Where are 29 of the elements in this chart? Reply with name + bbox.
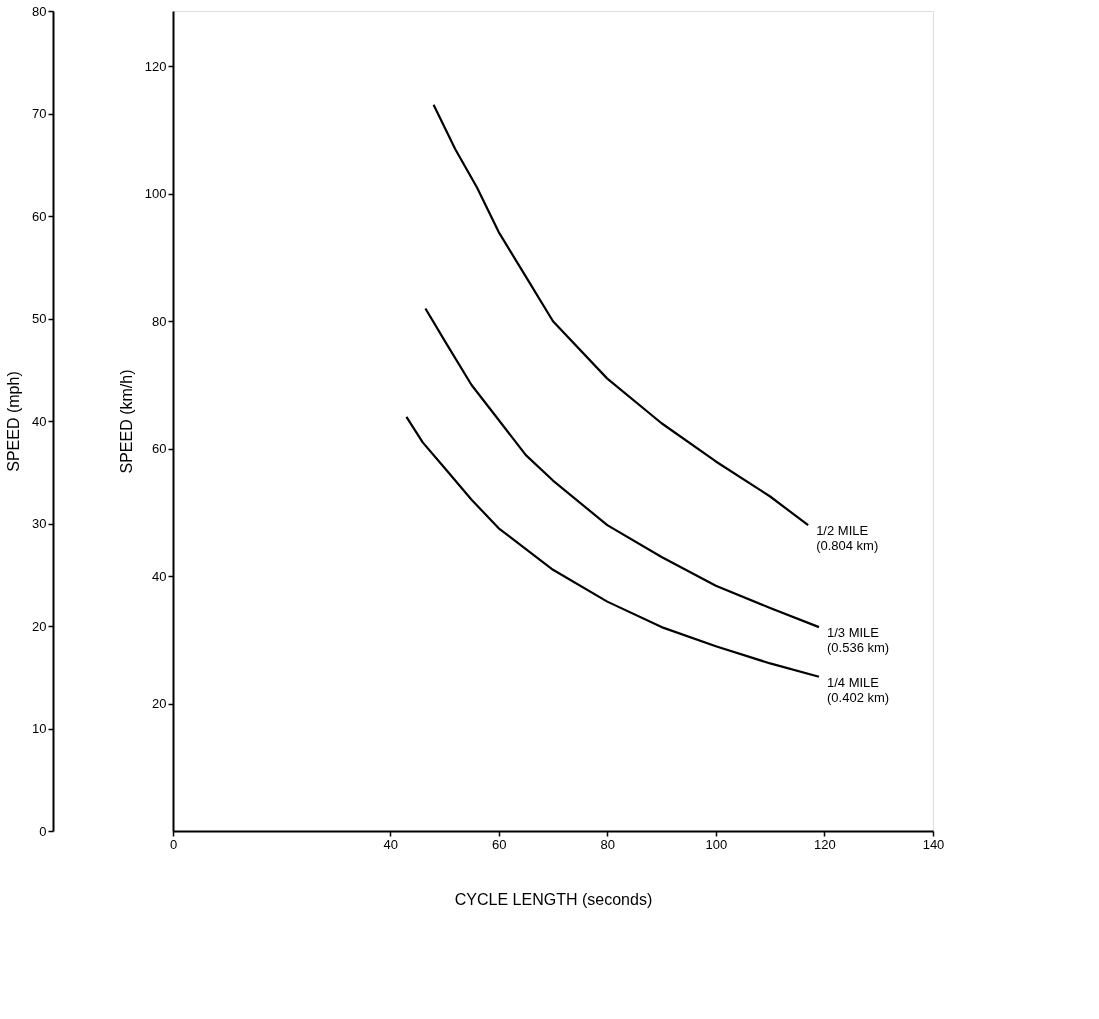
y-tick-label: 120 <box>144 58 167 74</box>
y2-tick-label: 0 <box>39 823 47 839</box>
y2-tick-label: 70 <box>32 106 47 121</box>
y2-tick-label: 50 <box>32 311 47 326</box>
series-label: 1/3 MILE (0.536 km) <box>827 625 890 656</box>
x-tick-label: 80 <box>600 836 616 852</box>
x-axis-title: CYCLE LENGTH (seconds) <box>454 890 653 908</box>
x-tick-label: 0 <box>169 836 178 852</box>
y-tick-label: 60 <box>152 441 167 457</box>
line-series <box>432 103 810 527</box>
y2-tick-label: 60 <box>32 208 47 224</box>
y-tick-label: 20 <box>152 696 167 712</box>
x-tick-label: 100 <box>705 836 728 852</box>
x-tick-label: 140 <box>922 836 945 852</box>
y-tick-label: 100 <box>144 186 167 202</box>
y2-tick-label: 20 <box>32 618 47 634</box>
y2-tick-label: 40 <box>32 413 47 429</box>
y2-tick-label: 80 <box>32 3 47 19</box>
x-tick-label: 60 <box>491 836 507 852</box>
y-tick-label: 80 <box>152 313 167 329</box>
series-label: 1/4 MILE (0.402 km) <box>827 674 890 705</box>
y2-tick-label: 30 <box>32 516 47 531</box>
series-label: 1/2 MILE (0.804 km) <box>816 523 879 554</box>
x-tick-label: 120 <box>814 836 836 852</box>
y2-tick-label: 10 <box>32 721 47 736</box>
y-tick-label: 40 <box>152 568 167 584</box>
x-tick-label: 40 <box>383 836 398 852</box>
y2-axis-title: SPEED (mph) <box>5 371 23 472</box>
y-axis-title: SPEED (km/h) <box>117 369 135 474</box>
